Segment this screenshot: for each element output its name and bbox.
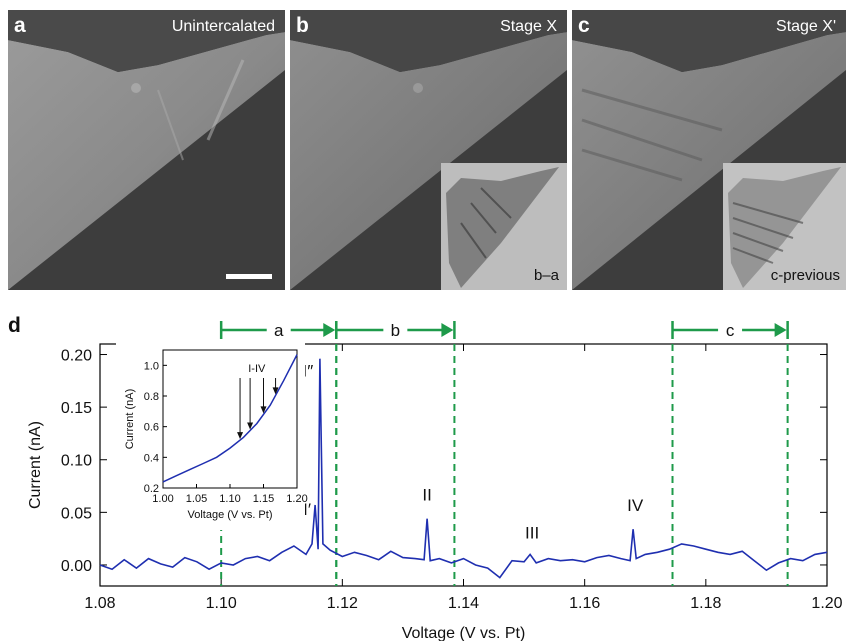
x-axis-label: Voltage (V vs. Pt) — [402, 625, 526, 641]
inset-y-tick-label: 0.2 — [144, 483, 159, 495]
micrograph-a-image — [8, 10, 285, 290]
panel-b-letter: b — [296, 14, 309, 37]
x-tick-label: 1.10 — [206, 595, 237, 612]
x-tick-label: 1.16 — [569, 595, 600, 612]
x-tick-label: 1.14 — [448, 595, 479, 612]
x-tick-label: 1.18 — [690, 595, 721, 612]
y-tick-label: 0.05 — [61, 505, 92, 522]
y-tick-label: 0.00 — [61, 558, 92, 575]
inset-x-tick-label: 1.20 — [286, 493, 307, 505]
current-trace — [99, 358, 828, 579]
panel-a-letter: a — [14, 14, 26, 37]
y-tick-label: 0.10 — [61, 453, 92, 470]
scale-bar — [226, 274, 272, 279]
panel-c-micrograph: c Stage X' c-previous — [572, 10, 846, 290]
window-arrowhead-c — [774, 323, 787, 337]
panel-b-title: Stage X — [500, 18, 557, 35]
inset-x-tick-label: 1.05 — [186, 493, 207, 505]
y-tick-label: 0.15 — [61, 400, 92, 417]
inset-iv-trace — [162, 354, 298, 483]
inset-y-tick-label: 0.8 — [144, 391, 159, 403]
peak-label: I′ — [303, 500, 311, 519]
inset-y-tick-label: 0.4 — [144, 452, 159, 464]
inset-x-tick-label: 1.15 — [253, 493, 274, 505]
window-label-b: b — [391, 321, 400, 340]
inset-x-tick-label: 1.10 — [219, 493, 240, 505]
panel-a-title: Unintercalated — [171, 18, 275, 35]
peak-label: IV — [627, 496, 644, 515]
inset-arrowhead — [260, 406, 267, 414]
inset-y-axis-label: Current (nA) — [124, 389, 136, 450]
inset-arrowhead — [272, 387, 279, 395]
inset-y-tick-label: 0.6 — [144, 422, 159, 434]
inset-arrowhead — [237, 432, 244, 440]
window-arrowhead-b — [441, 323, 454, 337]
inset-c-label: c-previous — [770, 267, 840, 284]
peak-label: I″ — [303, 362, 314, 381]
window-arrowhead-a — [323, 323, 336, 337]
peak-label: II — [422, 486, 431, 505]
inset-y-tick-label: 1.0 — [144, 360, 159, 372]
window-label-a: a — [274, 321, 284, 340]
inset-annotation-label: I-IV — [248, 363, 266, 375]
y-tick-label: 0.20 — [61, 348, 92, 365]
x-tick-label: 1.08 — [84, 595, 115, 612]
inset-c-flake-shape — [728, 167, 841, 288]
window-label-c: c — [726, 321, 735, 340]
inset-x-axis-label: Voltage (V vs. Pt) — [188, 509, 273, 521]
x-tick-label: 1.20 — [811, 595, 842, 612]
inset-arrowhead — [247, 422, 254, 430]
y-axis-label: Current (nA) — [27, 421, 44, 509]
panel-b-micrograph: b Stage X b–a — [290, 10, 567, 290]
micrograph-b-image — [290, 10, 567, 290]
panel-c-letter: c — [578, 14, 590, 37]
inset-frame — [162, 349, 298, 489]
panel-d-letter: d — [8, 314, 21, 337]
inset-c-difference-image: c-previous — [723, 163, 846, 290]
inset-x-tick-label: 1.00 — [152, 493, 173, 505]
panel-c-title: Stage X' — [776, 18, 836, 35]
panel-a-micrograph: a Unintercalated — [8, 10, 285, 290]
inset-b-label: b–a — [533, 267, 559, 284]
chart-d: d 1.08 1.10 1.12 1.14 1.16 1.18 1.20 0.00 0.05 0.1… — [8, 314, 843, 641]
inset-b-difference-image: b–a — [441, 163, 567, 290]
inset-b-flake-shape — [446, 167, 559, 288]
x-tick-label: 1.12 — [327, 595, 358, 612]
peak-label: III — [525, 523, 539, 542]
